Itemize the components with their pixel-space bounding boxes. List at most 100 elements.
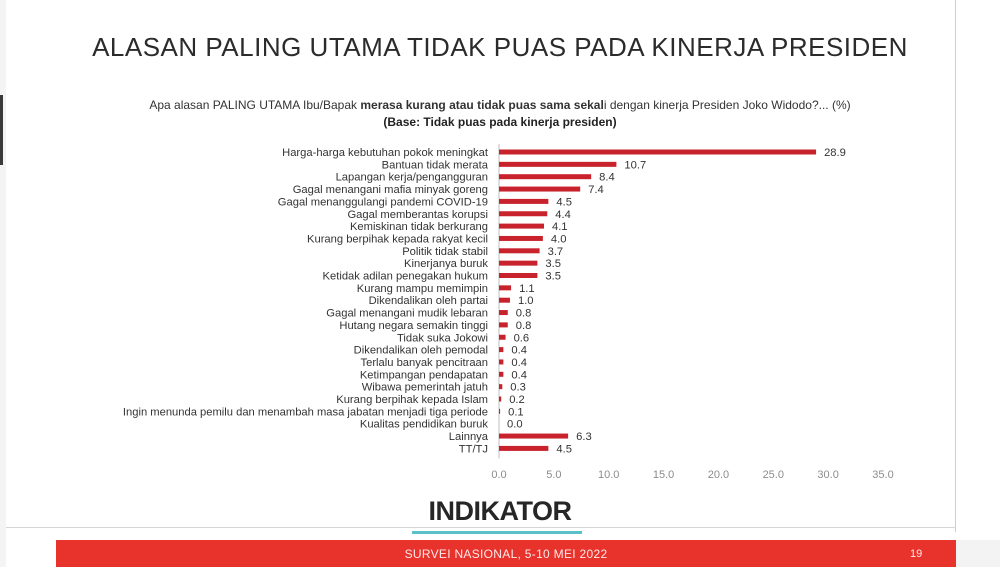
- category-label: Kemiskinan tidak berkurang: [350, 221, 488, 233]
- x-tick-label: 15.0: [653, 469, 674, 481]
- survey-question: Apa alasan PALING UTAMA Ibu/Bapak merasa…: [0, 98, 1000, 112]
- value-label: 0.8: [516, 320, 532, 332]
- bar: [499, 235, 543, 241]
- value-label: 0.0: [507, 419, 523, 431]
- page-number: 19: [910, 548, 923, 560]
- bar: [499, 211, 548, 217]
- question-suffix: i dengan kinerja Presiden Joko Widodo?..…: [603, 98, 851, 112]
- value-label: 0.3: [510, 382, 526, 394]
- value-label: 8.4: [599, 172, 615, 184]
- value-label: 10.7: [624, 159, 646, 171]
- value-label: 1.1: [519, 283, 535, 295]
- value-label: 0.6: [514, 332, 530, 344]
- x-tick-label: 10.0: [598, 469, 619, 481]
- bar: [499, 223, 544, 229]
- x-tick-label: 35.0: [872, 469, 893, 481]
- right-frame-line: [955, 0, 956, 532]
- bar: [499, 371, 504, 377]
- left-frame-mark: [0, 95, 3, 165]
- value-label: 0.1: [508, 406, 524, 418]
- value-label: 0.8: [516, 308, 532, 320]
- category-label: Harga-harga kebutuhan pokok meningkat: [282, 147, 489, 159]
- value-label: 0.2: [509, 394, 525, 406]
- category-label: Hutang negara semakin tinggi: [339, 320, 488, 332]
- category-label: Ketidak adilan penegakan hukum: [323, 271, 488, 283]
- bar: [499, 384, 503, 390]
- left-frame: [0, 0, 6, 567]
- logo-underline: [412, 531, 582, 534]
- category-label: Lapangan kerja/pengangguran: [336, 172, 488, 184]
- bar: [499, 198, 549, 204]
- bar: [499, 248, 540, 254]
- footer-bar: [56, 540, 956, 567]
- value-label: 3.5: [545, 258, 561, 270]
- x-tick-label: 25.0: [763, 469, 784, 481]
- footer-survey-text: SURVEI NASIONAL, 5-10 MEI 2022: [404, 547, 608, 561]
- bar: [499, 310, 508, 316]
- category-label: Lainnya: [449, 431, 489, 443]
- value-label: 0.4: [511, 345, 527, 357]
- value-label: 4.1: [552, 221, 568, 233]
- x-tick-label: 20.0: [708, 469, 729, 481]
- bar: [499, 359, 504, 365]
- value-label: 3.5: [545, 271, 561, 283]
- x-tick-label: 5.0: [546, 469, 561, 481]
- bar: [499, 347, 504, 353]
- value-label: 6.3: [576, 431, 592, 443]
- category-label: Gagal menangani mudik lebaran: [326, 308, 488, 320]
- bar: [499, 285, 512, 291]
- x-tick-label: 0.0: [491, 469, 506, 481]
- category-label: Politik tidak stabil: [402, 246, 488, 258]
- category-label: Terlalu banyak pencitraan: [361, 357, 489, 369]
- category-label: Ketimpangan pendapatan: [360, 369, 488, 381]
- indikator-logo: INDIKATOR: [428, 496, 573, 526]
- value-label: 7.4: [588, 184, 604, 196]
- bar: [499, 322, 508, 328]
- category-label: TT/TJ: [459, 443, 488, 455]
- bar: [499, 174, 592, 180]
- category-label: Ingin menunda pemilu dan menambah masa j…: [123, 406, 488, 418]
- bar: [499, 445, 549, 451]
- bottom-frame-line: [6, 527, 956, 528]
- category-label: Gagal memberantas korupsi: [347, 209, 488, 221]
- question-bold: merasa kurang atau tidak puas sama sekal: [360, 98, 604, 112]
- category-label: Kurang berpihak kepada Islam: [336, 394, 488, 406]
- value-label: 4.5: [556, 443, 572, 455]
- bar: [499, 273, 538, 278]
- corner-strip: [956, 540, 1000, 567]
- bar: [499, 433, 569, 439]
- bar: [499, 408, 501, 414]
- survey-base: (Base: Tidak puas pada kinerja presiden): [383, 115, 617, 129]
- category-label: Tidak suka Jokowi: [397, 332, 488, 344]
- bar: [499, 396, 502, 402]
- value-label: 3.7: [548, 246, 564, 258]
- value-label: 0.4: [511, 369, 527, 381]
- category-label: Kurang mampu memimpin: [357, 283, 488, 295]
- category-label: Kurang berpihak kepada rakyat kecil: [307, 233, 488, 245]
- bar: [499, 260, 538, 266]
- bar: [499, 334, 506, 340]
- bar: [499, 161, 617, 167]
- category-label: Kualitas pendidikan buruk: [360, 419, 489, 431]
- category-label: Kinerjanya buruk: [404, 258, 488, 270]
- category-label: Dikendalikan oleh partai: [369, 295, 488, 307]
- value-label: 0.4: [511, 357, 527, 369]
- bar: [499, 297, 510, 303]
- value-label: 1.0: [518, 295, 534, 307]
- category-label: Wibawa pemerintah jatuh: [362, 382, 488, 394]
- category-label: Bantuan tidak merata: [382, 159, 489, 171]
- bar: [499, 186, 581, 192]
- x-tick-label: 30.0: [817, 469, 838, 481]
- category-label: Gagal menanggulangi pandemi COVID-19: [278, 196, 488, 208]
- category-label: Dikendalikan oleh pemodal: [354, 345, 488, 357]
- bar: [499, 149, 817, 155]
- question-prefix: Apa alasan PALING UTAMA Ibu/Bapak: [149, 98, 361, 112]
- value-label: 4.0: [551, 233, 567, 245]
- chart-title: ALASAN PALING UTAMA TIDAK PUAS PADA KINE…: [92, 32, 908, 62]
- value-label: 4.4: [555, 209, 571, 221]
- value-label: 4.5: [556, 196, 572, 208]
- category-label: Gagal menangani mafia minyak goreng: [293, 184, 488, 196]
- value-label: 28.9: [824, 147, 846, 159]
